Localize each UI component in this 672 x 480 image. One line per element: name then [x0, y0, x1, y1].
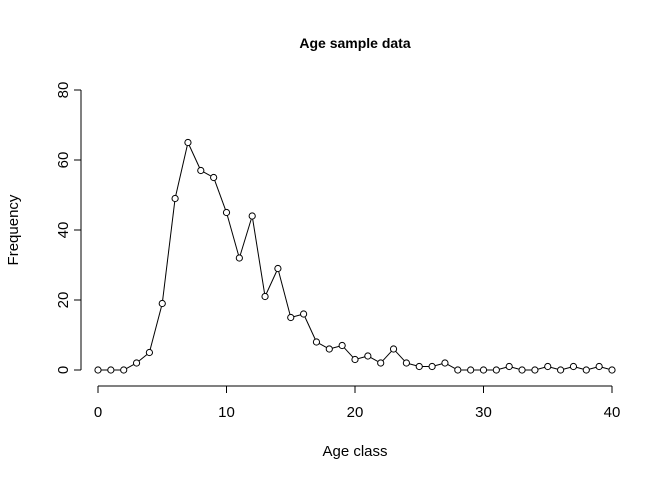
- chart-title: Age sample data: [299, 35, 410, 51]
- series-line-segment: [188, 145, 200, 168]
- series-line-segment: [370, 357, 379, 362]
- data-point: [389, 345, 398, 353]
- data-point: [608, 366, 616, 374]
- series-line-segment: [175, 145, 188, 196]
- data-point: [377, 359, 385, 367]
- series-line-segment: [576, 366, 584, 370]
- data-point: [210, 173, 218, 182]
- series-line-segment: [214, 180, 226, 210]
- y-tick-label: 0: [55, 366, 72, 374]
- data-point: [479, 366, 488, 374]
- y-tick-label: 20: [55, 292, 72, 309]
- x-tick-label: 30: [475, 404, 492, 421]
- series-line-segment: [358, 356, 365, 360]
- data-point: [531, 366, 539, 374]
- data-point: [544, 362, 552, 371]
- data-point: [107, 366, 115, 374]
- data-point: [364, 352, 372, 360]
- data-point: [274, 264, 282, 273]
- data-point: [171, 194, 179, 203]
- data-point: [132, 359, 141, 367]
- series-line-segment: [563, 366, 571, 370]
- data-point: [197, 166, 205, 175]
- x-tick-label: 20: [347, 404, 364, 421]
- data-point: [338, 341, 346, 350]
- series-line-segment: [332, 345, 340, 349]
- plot-area: [94, 138, 616, 374]
- data-point: [441, 359, 449, 367]
- data-point: [235, 254, 243, 262]
- data-point: [184, 138, 192, 147]
- series-line-segment: [537, 366, 545, 370]
- data-point: [312, 338, 321, 346]
- series-line-segment: [499, 366, 507, 370]
- series-line-segment: [149, 306, 162, 350]
- series-line-segment: [252, 219, 266, 294]
- data-point: [454, 366, 462, 374]
- data-point: [248, 212, 256, 220]
- series-line-segment: [226, 215, 239, 255]
- data-point: [300, 310, 308, 318]
- y-tick-label: 80: [55, 82, 72, 99]
- data-point: [557, 366, 565, 374]
- series-line-segment: [512, 366, 519, 370]
- series-line-segment: [435, 363, 442, 367]
- data-point: [402, 359, 410, 367]
- series-line-segment: [239, 219, 252, 255]
- data-point: [94, 366, 102, 374]
- series-line-segment: [293, 314, 301, 318]
- series-line-segment: [278, 271, 291, 315]
- data-point: [428, 362, 436, 371]
- y-tick-label: 40: [55, 222, 72, 239]
- y-tick-label: 60: [55, 152, 72, 169]
- series-line-segment: [138, 354, 148, 362]
- data-point: [518, 366, 526, 374]
- data-point: [158, 299, 166, 308]
- data-point: [120, 366, 128, 374]
- x-axis: 0 10 20 30 40: [94, 385, 621, 421]
- data-point: [467, 366, 475, 374]
- series-line-segment: [265, 271, 277, 294]
- series-line-segment: [344, 347, 354, 358]
- data-point: [287, 313, 295, 322]
- data-point: [415, 362, 423, 371]
- x-axis-label: Age class: [322, 443, 387, 460]
- data-point: [569, 362, 578, 371]
- data-point: [351, 355, 359, 364]
- x-tick-label: 40: [604, 404, 621, 421]
- series-line-segment: [409, 363, 417, 367]
- series-line-segment: [589, 366, 597, 370]
- series-line-segment: [550, 366, 558, 370]
- data-point: [145, 348, 153, 357]
- y-axis-label: Frequency: [5, 194, 22, 265]
- series-line-segment: [447, 364, 456, 369]
- y-axis: 0 20 40 60 80: [55, 82, 82, 374]
- series-line-segment: [162, 201, 176, 301]
- data-point: [505, 362, 513, 371]
- series-line-segment: [602, 366, 609, 370]
- series-line-segment: [126, 364, 134, 369]
- series-line-segment: [304, 316, 316, 340]
- series-line-segment: [382, 351, 392, 361]
- data-point: [595, 362, 603, 371]
- data-point: [325, 345, 333, 353]
- data-point: [492, 366, 500, 374]
- x-tick-label: 0: [94, 404, 102, 421]
- data-point: [222, 208, 231, 217]
- series-line-segment: [395, 351, 405, 361]
- data-point: [261, 292, 269, 301]
- x-tick-label: 10: [218, 404, 235, 421]
- data-point: [582, 366, 590, 374]
- series-line-segment: [319, 343, 327, 348]
- series-line-segment: [203, 171, 211, 177]
